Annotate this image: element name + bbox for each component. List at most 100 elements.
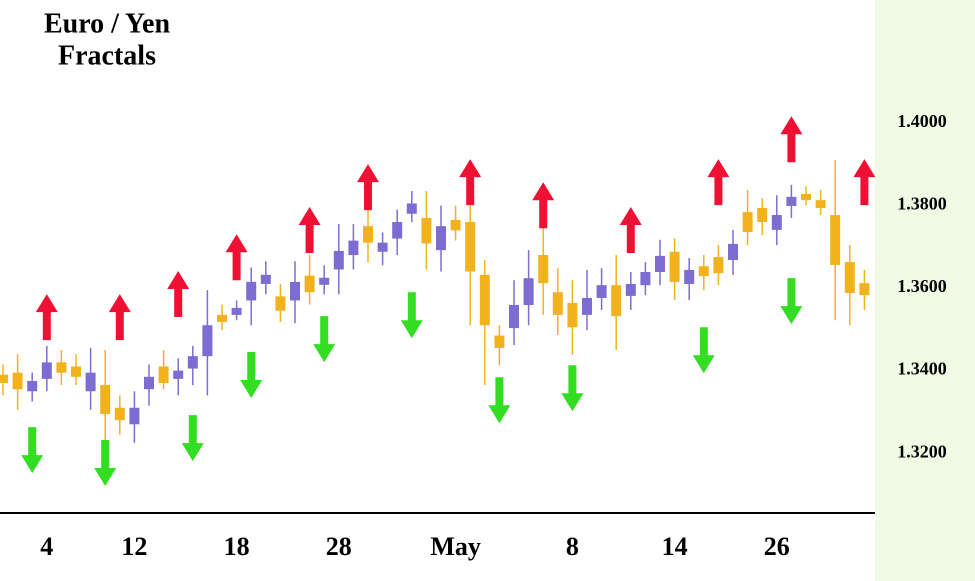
candle-body xyxy=(786,196,797,206)
fractal-up-arrow xyxy=(707,159,730,206)
candle-body xyxy=(217,314,227,322)
candle-body xyxy=(859,283,870,296)
fractal-up-arrow xyxy=(35,294,58,341)
candle-body xyxy=(100,385,111,414)
candle-body xyxy=(582,297,592,315)
candle-body xyxy=(815,200,826,209)
candle-body xyxy=(611,285,622,317)
candle-body xyxy=(158,366,169,383)
candle-body xyxy=(494,335,505,348)
candle-body xyxy=(0,374,8,383)
fractal-up-arrow xyxy=(108,294,131,341)
candle-body xyxy=(596,285,607,298)
candle-body xyxy=(173,370,184,379)
candle-body xyxy=(567,302,578,328)
candle-body xyxy=(41,362,52,379)
candle-body xyxy=(771,215,782,230)
candle-body xyxy=(655,255,665,272)
fractal-up-arrow xyxy=(167,270,190,317)
candle-body xyxy=(742,212,753,232)
candle-body xyxy=(509,304,519,329)
candle-body xyxy=(421,217,432,244)
x-tick-label: 28 xyxy=(326,532,352,561)
y-tick-label: 1.3600 xyxy=(897,276,947,296)
fractal-up-arrow xyxy=(225,234,248,281)
candle-body xyxy=(844,262,855,294)
candle-body xyxy=(187,356,198,369)
candle-body xyxy=(27,380,38,392)
fractal-down-arrow xyxy=(181,415,204,462)
x-tick-label: 8 xyxy=(566,532,579,561)
candle-body xyxy=(392,222,403,239)
candle-body xyxy=(56,362,67,373)
fractal-up-arrow xyxy=(459,159,482,206)
candle-body xyxy=(144,376,154,390)
axis-panel xyxy=(875,0,975,581)
candle-body xyxy=(757,208,768,223)
fractal-up-arrow xyxy=(853,159,876,206)
candle-body xyxy=(801,193,811,201)
y-tick-label: 1.3200 xyxy=(897,441,947,461)
candle-body xyxy=(12,372,23,390)
x-tick-label: 14 xyxy=(662,532,688,561)
fractal-down-arrow xyxy=(692,327,715,374)
candle-body xyxy=(348,240,359,256)
candle-body xyxy=(333,250,344,270)
fractal-down-arrow xyxy=(780,278,803,325)
candle-body xyxy=(114,407,125,421)
candle-body xyxy=(830,215,841,265)
candle-body xyxy=(260,274,271,284)
candle-body xyxy=(552,292,563,315)
x-tick-label: 4 xyxy=(40,532,53,561)
candle-body xyxy=(85,372,96,392)
fractal-down-arrow xyxy=(240,352,263,399)
candle-body xyxy=(202,325,213,357)
candle-body xyxy=(246,281,257,301)
fractal-down-arrow xyxy=(400,292,423,339)
candle-body xyxy=(465,222,476,272)
candle-body xyxy=(728,243,738,261)
fractal-up-arrow xyxy=(780,116,803,163)
candle-body xyxy=(304,275,315,293)
candle-body xyxy=(71,366,81,377)
y-tick-label: 1.3400 xyxy=(897,359,947,379)
chart-title: Euro / Yen xyxy=(44,8,170,39)
fractal-down-arrow xyxy=(21,427,44,474)
candle-body xyxy=(450,219,461,231)
candle-body xyxy=(406,203,417,214)
fractal-up-arrow xyxy=(619,206,642,253)
x-tick-label: May xyxy=(430,532,481,561)
fractal-down-arrow xyxy=(313,316,336,363)
candle-body xyxy=(436,226,446,251)
x-tick-label: 26 xyxy=(764,532,790,561)
candle-body xyxy=(129,407,140,425)
fractal-down-arrow xyxy=(94,439,117,486)
candle-body xyxy=(377,242,388,252)
candle-body xyxy=(538,255,549,284)
y-tick-label: 1.3800 xyxy=(897,194,947,214)
candle-body xyxy=(275,296,286,311)
candle-body xyxy=(479,274,490,326)
fractal-up-arrow xyxy=(532,182,555,229)
candle-body xyxy=(319,277,330,285)
y-tick-label: 1.4000 xyxy=(897,111,947,131)
candle-body xyxy=(625,283,636,296)
fractal-down-arrow xyxy=(488,377,511,424)
candle-body xyxy=(713,257,724,274)
candle-body xyxy=(698,266,709,277)
x-tick-label: 12 xyxy=(121,532,147,561)
candle-body xyxy=(290,281,300,301)
candle-body xyxy=(684,269,695,284)
candle-body xyxy=(523,278,534,305)
candle-body xyxy=(669,251,680,282)
fractal-up-arrow xyxy=(298,206,321,253)
candle-body xyxy=(231,307,242,315)
candle-body xyxy=(640,271,651,286)
fractal-down-arrow xyxy=(561,365,584,412)
fractal-up-arrow xyxy=(357,164,379,211)
x-tick-label: 18 xyxy=(224,532,250,561)
candle-body xyxy=(363,226,373,243)
chart-subtitle: Fractals xyxy=(58,40,156,71)
